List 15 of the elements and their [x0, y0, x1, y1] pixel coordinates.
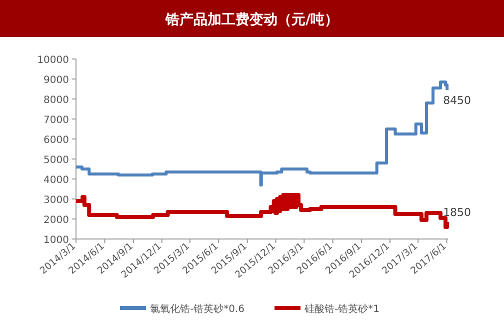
legend-label: 氯氧化锆-锆英砂*0.6 [150, 303, 245, 315]
y-tick-label: 8000 [44, 95, 69, 106]
y-tick-label: 5000 [44, 155, 69, 166]
annotation: 1850 [443, 206, 472, 219]
y-tick-label: 6000 [44, 135, 69, 146]
y-tick-label: 1000 [44, 235, 69, 246]
y-tick-label: 2000 [44, 215, 69, 226]
annotation: 8450 [443, 94, 472, 107]
chart-title: 锆产品加工费变动（元/吨） [164, 11, 339, 28]
y-tick-label: 9000 [44, 75, 69, 86]
y-tick-label: 3000 [44, 195, 69, 206]
y-tick-label: 10000 [37, 55, 69, 66]
y-tick-label: 7000 [44, 115, 69, 126]
y-tick-label: 4000 [44, 175, 69, 186]
legend-label: 硅酸锆-锆英砂*1 [304, 303, 380, 315]
